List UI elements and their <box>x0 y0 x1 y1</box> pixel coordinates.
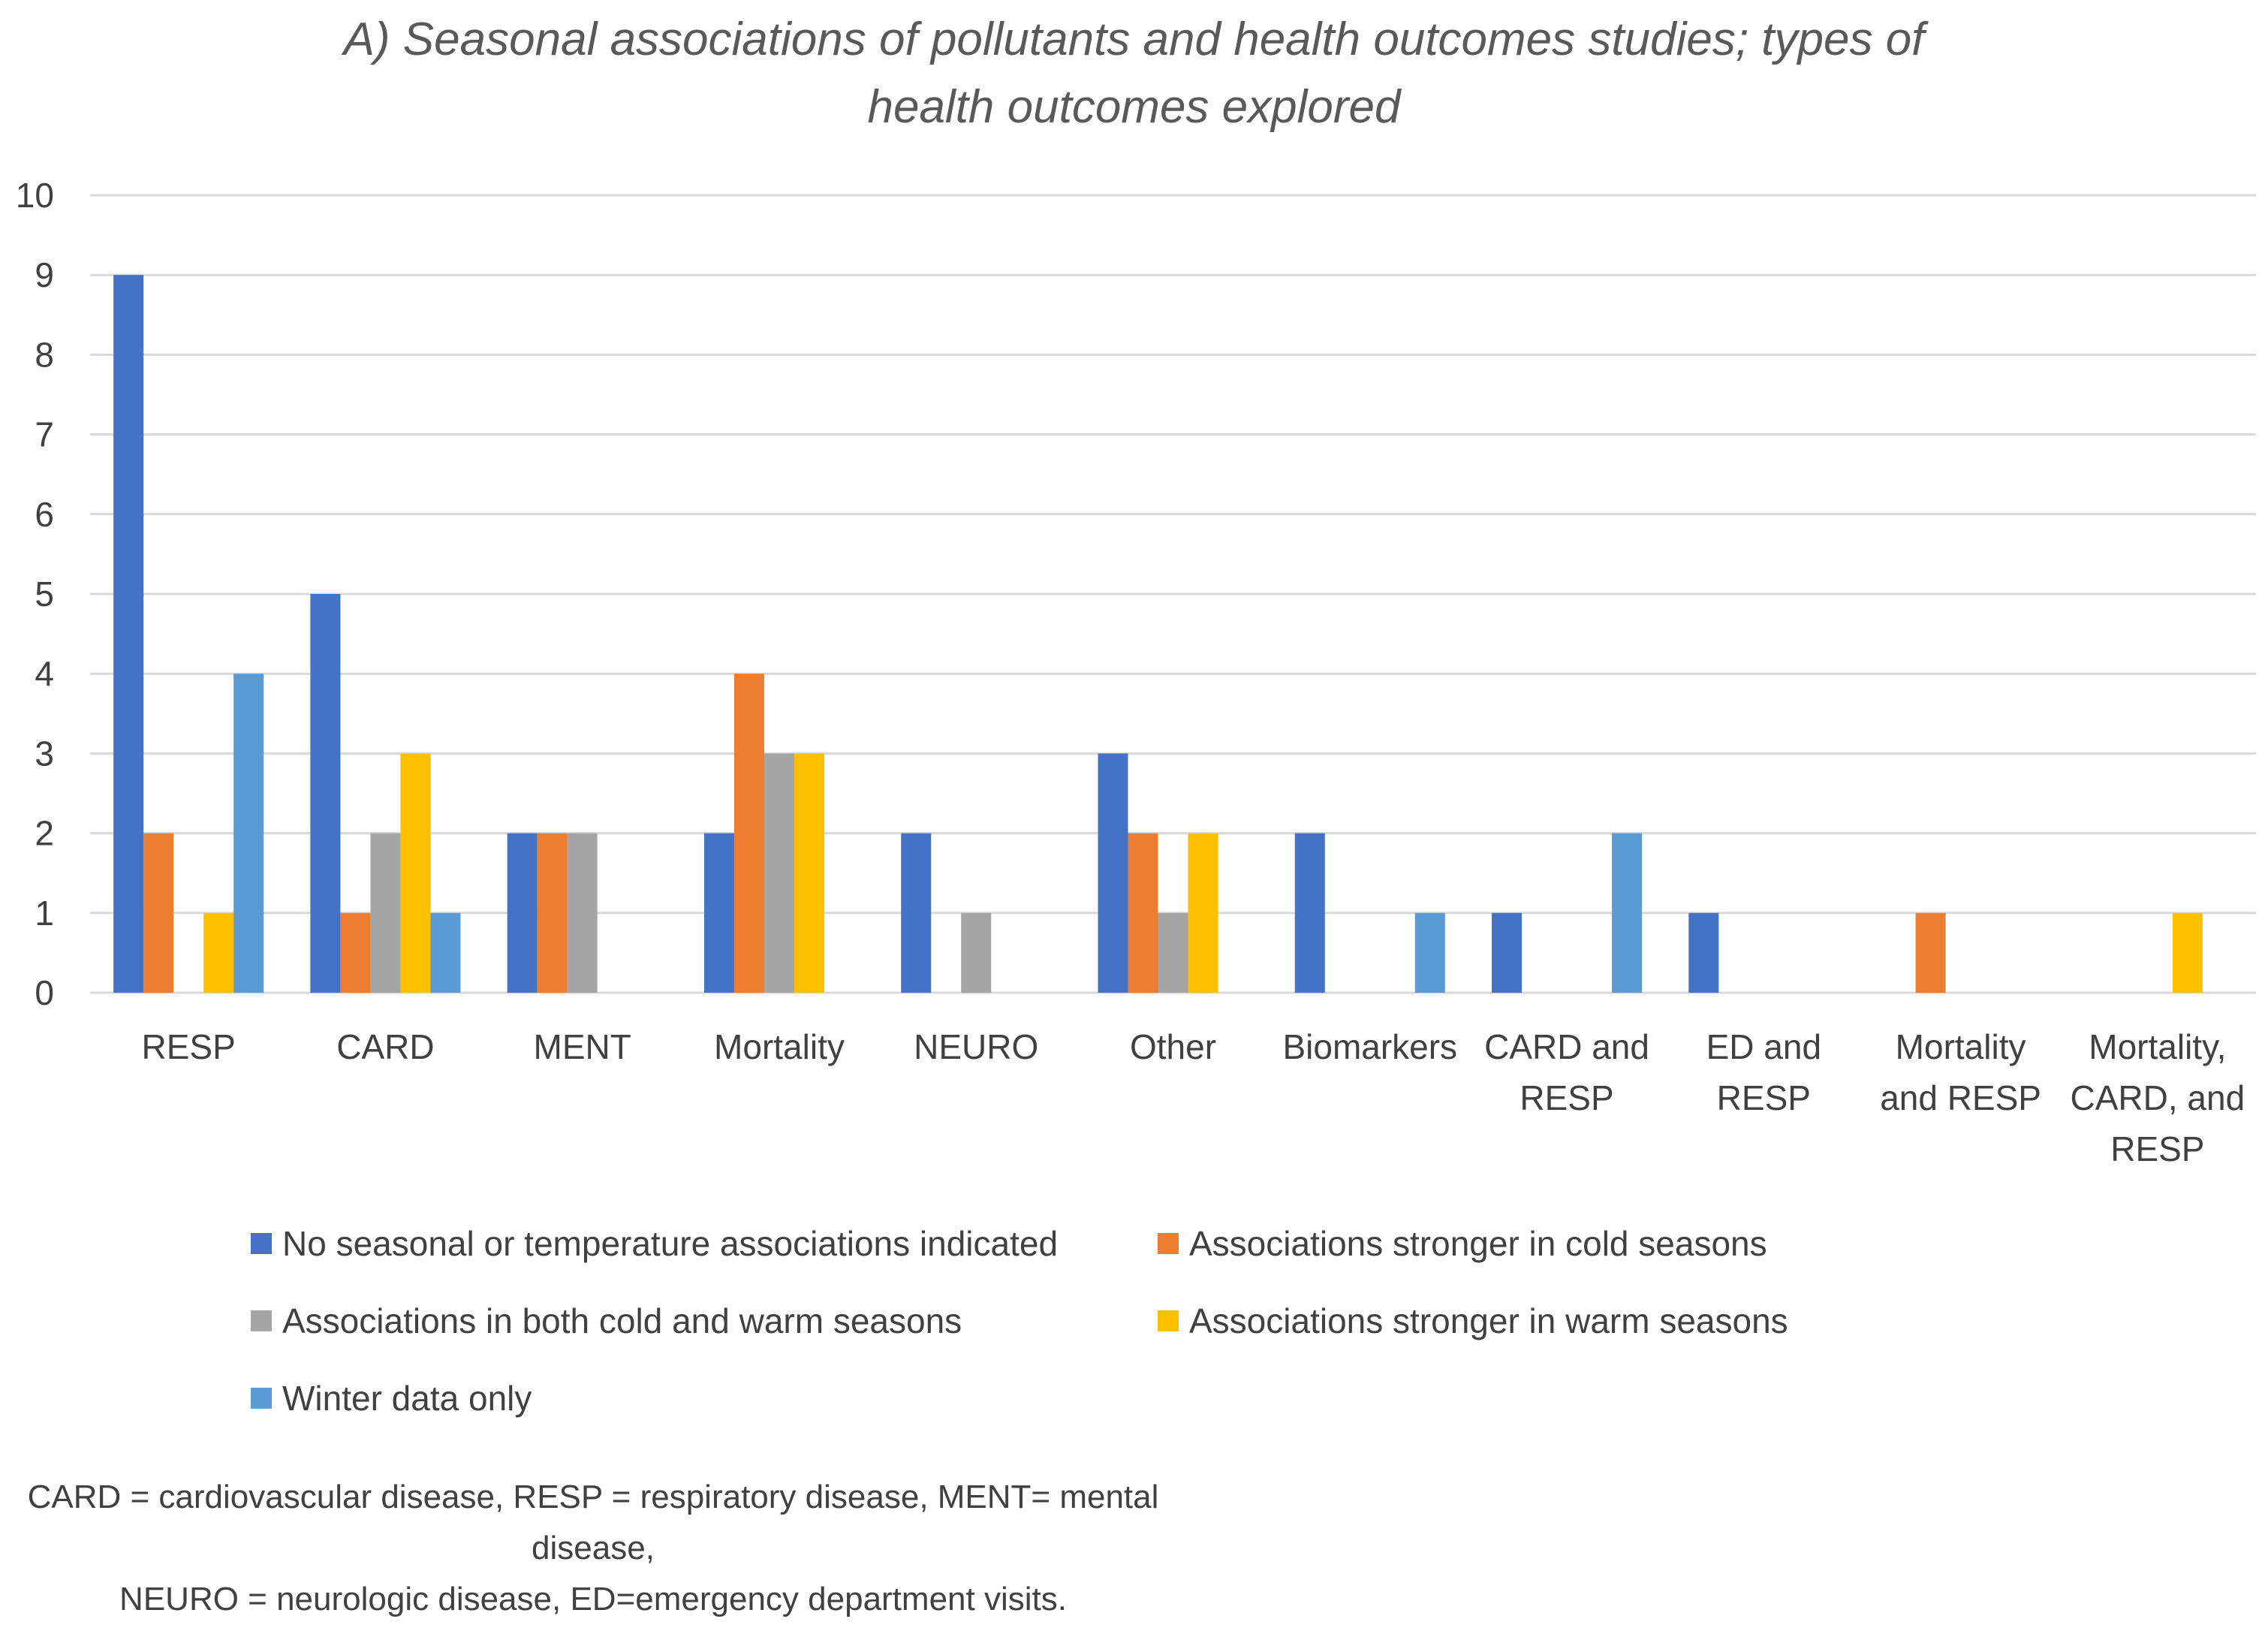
bar-0-5 <box>1098 753 1128 993</box>
bar-3-10 <box>2172 912 2203 993</box>
chart-title-line-2: health outcomes explored <box>867 81 1401 133</box>
category-label: ED and RESP <box>1706 1027 1821 1117</box>
footnote-line-2: NEURO = neurologic disease, ED=emergency… <box>119 1581 1067 1617</box>
bar-0-2 <box>507 833 538 993</box>
chart-title-line-1: A) Seasonal associations of pollutants a… <box>343 14 1925 65</box>
bar-0-3 <box>703 833 734 993</box>
category-label-line: MENT <box>534 1027 631 1066</box>
footnote: CARD = cardiovascular disease, RESP = re… <box>0 1472 1186 1625</box>
bar-0-4 <box>901 833 932 993</box>
category-label: Biomarkers <box>1282 1027 1457 1066</box>
category-label-line: and RESP <box>1880 1078 2041 1117</box>
bar-2-4 <box>961 912 992 993</box>
gridlines <box>90 194 2256 994</box>
bar-0-1 <box>310 594 341 993</box>
category-label: Other <box>1130 1027 1216 1066</box>
y-axis-ticks: 0 1 2 3 4 5 6 7 8 9 10 <box>16 176 54 1012</box>
category-label-line: NEURO <box>914 1027 1038 1066</box>
bar-1-3 <box>733 674 764 993</box>
category-label-line: RESP <box>142 1027 236 1066</box>
category-label: CARD <box>336 1027 434 1066</box>
bar-1-2 <box>537 833 568 993</box>
x-axis-category-labels: RESP CARD MENT Mortality NEURO Other Biomarker… <box>142 1027 2245 1168</box>
y-tick-label: 9 <box>35 255 54 294</box>
bar-2-3 <box>764 753 794 993</box>
category-label-line: ED and <box>1706 1027 1821 1066</box>
category-label-line: CARD and <box>1484 1027 1649 1066</box>
y-tick-label: 4 <box>35 654 54 693</box>
category-label-line: Mortality <box>1896 1027 2026 1066</box>
bar-0-6 <box>1294 833 1325 993</box>
category-label-line: Mortality <box>714 1027 845 1066</box>
bar-0-7 <box>1492 912 1523 993</box>
category-label-line: Mortality, <box>2089 1027 2226 1066</box>
bar-1-5 <box>1128 833 1158 993</box>
bar-1-0 <box>143 833 174 993</box>
category-label-line: RESP <box>1717 1078 1811 1117</box>
y-tick-label: 3 <box>35 734 54 773</box>
category-label-line: CARD <box>336 1027 434 1066</box>
footnote-line-1: CARD = cardiovascular disease, RESP = re… <box>27 1479 1159 1566</box>
bars <box>113 275 2203 993</box>
bar-4-6 <box>1414 912 1445 993</box>
category-label-line: Biomarkers <box>1282 1027 1457 1066</box>
y-tick-label: 1 <box>35 894 54 933</box>
bar-0-0 <box>113 275 144 993</box>
bar-4-1 <box>430 912 461 993</box>
bar-3-1 <box>400 753 431 993</box>
bar-3-3 <box>794 753 824 993</box>
y-tick-label: 8 <box>35 335 54 374</box>
y-tick-label: 2 <box>35 814 54 853</box>
bar-4-7 <box>1612 833 1643 993</box>
bar-1-9 <box>1915 912 1946 993</box>
y-tick-label: 7 <box>35 415 54 454</box>
bar-2-5 <box>1158 912 1188 993</box>
category-label: Mortality <box>714 1027 845 1066</box>
bar-3-0 <box>203 912 234 993</box>
category-label: MENT <box>534 1027 631 1066</box>
bar-2-1 <box>370 833 401 993</box>
category-label-line: Other <box>1130 1027 1216 1066</box>
category-label-line: RESP <box>2110 1129 2204 1168</box>
y-tick-label: 5 <box>35 574 54 614</box>
bar-0-8 <box>1688 912 1719 993</box>
bar-2-2 <box>567 833 598 993</box>
category-label-line: RESP <box>1520 1078 1613 1117</box>
bar-1-1 <box>340 912 371 993</box>
category-label-line: CARD, and <box>2071 1078 2245 1117</box>
category-label: NEURO <box>914 1027 1038 1066</box>
category-label: RESP <box>142 1027 236 1066</box>
y-tick-label: 0 <box>35 973 54 1012</box>
y-tick-label: 6 <box>35 495 54 534</box>
category-label: Mortality and RESP <box>1880 1027 2041 1117</box>
y-tick-label: 10 <box>16 176 54 215</box>
chart-title: A) Seasonal associations of pollutants a… <box>0 6 2268 141</box>
bar-3-5 <box>1188 833 1218 993</box>
bar-4-0 <box>233 674 264 993</box>
category-label: CARD and RESP <box>1484 1027 1649 1117</box>
category-label: Mortality, CARD, and RESP <box>2071 1027 2245 1168</box>
